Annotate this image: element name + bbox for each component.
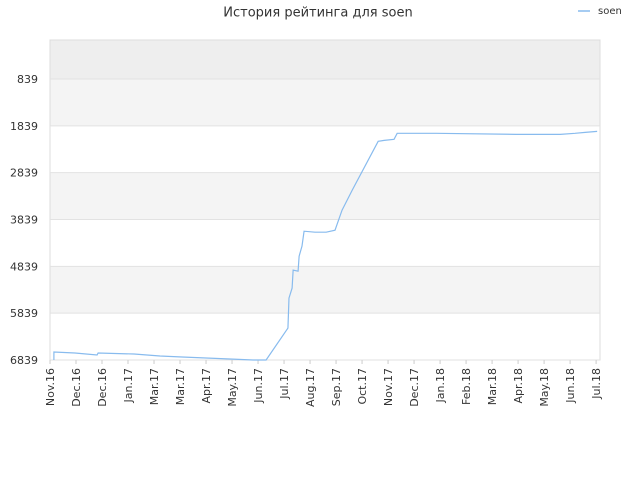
- x-tick-label: Apr.18: [512, 368, 525, 404]
- chart-title: История рейтинга для soen: [223, 6, 412, 21]
- x-tick-label: Mar.17: [148, 368, 161, 405]
- plot-band: [50, 172, 600, 220]
- x-tick-label: Mar.18: [486, 368, 499, 405]
- y-tick-label: 839: [17, 73, 38, 86]
- y-tick-label: 5839: [10, 307, 38, 320]
- plot-band: [50, 40, 600, 80]
- x-tick-label: Dec.17: [408, 368, 421, 407]
- x-tick-label: Jul.17: [278, 368, 291, 400]
- x-tick-label: Jun.17: [252, 368, 265, 404]
- x-tick-label: Nov.17: [382, 368, 395, 406]
- y-tick-label: 2839: [10, 167, 38, 180]
- x-tick-label: Feb.18: [460, 368, 473, 405]
- plot-band: [50, 125, 600, 173]
- x-tick-label: Aug.17: [304, 368, 317, 407]
- x-tick-label: Jul.18: [590, 368, 603, 400]
- plot-band: [50, 219, 600, 267]
- x-tick-label: Jan.18: [434, 368, 447, 403]
- y-tick-label: 1839: [10, 120, 38, 133]
- x-tick-label: Oct.17: [356, 368, 369, 405]
- x-tick-label: Nov.16: [44, 368, 57, 406]
- y-tick-label: 3839: [10, 214, 38, 227]
- x-tick-label: Apr.17: [200, 368, 213, 404]
- x-tick-label: Jun.18: [564, 368, 577, 404]
- x-tick-label: Mar.17: [174, 368, 187, 405]
- x-tick-label: Dec.16: [70, 368, 83, 407]
- x-tick-label: Sep.17: [330, 368, 343, 406]
- plot-band: [50, 79, 600, 126]
- x-tick-label: May.17: [226, 368, 239, 407]
- data-line: [53, 130, 598, 361]
- legend-label: soen: [598, 6, 622, 17]
- x-tick-label: May.18: [538, 368, 551, 407]
- x-tick-label: Dec.16: [96, 368, 109, 407]
- y-tick-label: 6839: [10, 354, 38, 367]
- x-tick-label: Jan.17: [122, 368, 135, 403]
- plot-band: [50, 266, 600, 314]
- y-tick-label: 4839: [10, 260, 38, 273]
- plot-band: [50, 313, 600, 360]
